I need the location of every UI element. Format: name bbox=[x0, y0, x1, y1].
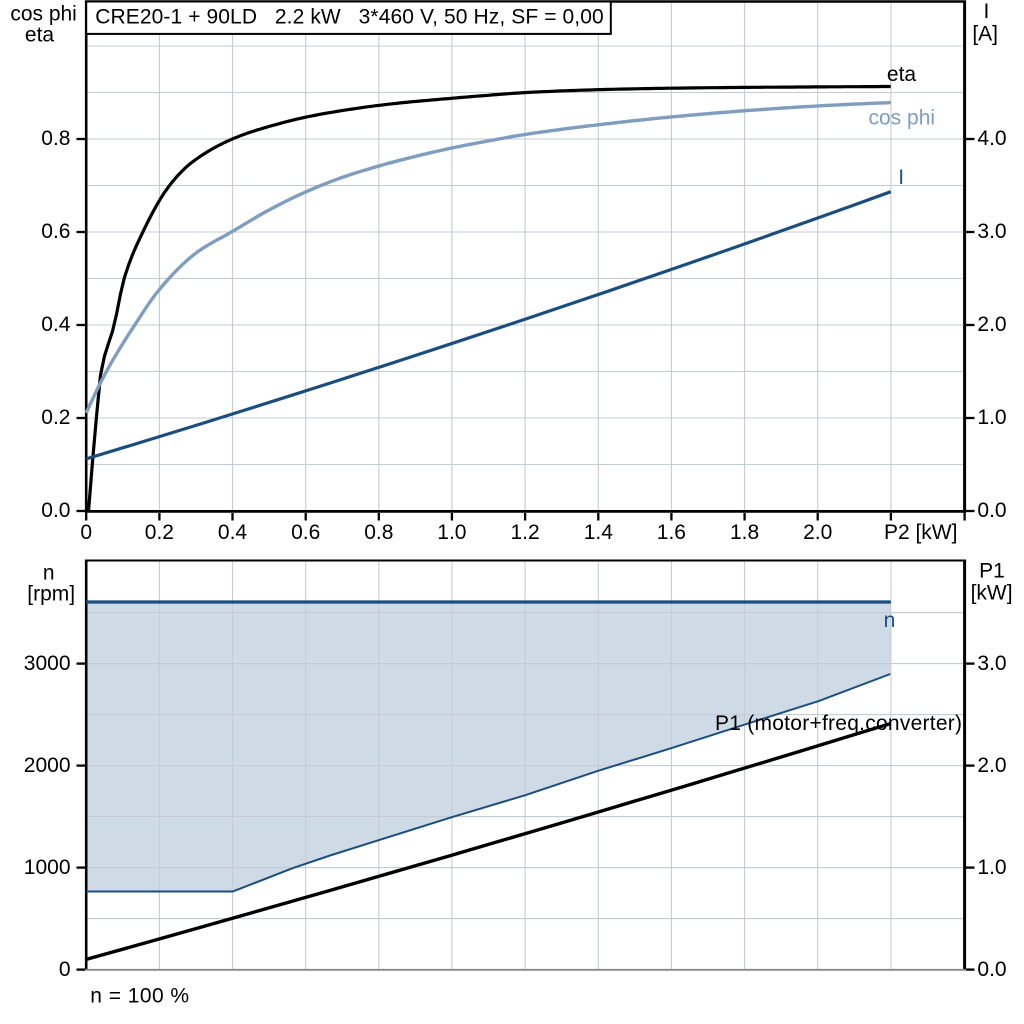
svg-text:0.4: 0.4 bbox=[218, 521, 248, 544]
svg-text:P1: P1 bbox=[979, 560, 1005, 583]
svg-text:n = 100 %: n = 100 % bbox=[90, 984, 189, 1007]
svg-text:0: 0 bbox=[59, 958, 71, 981]
svg-text:1.0: 1.0 bbox=[977, 406, 1006, 429]
svg-text:0.8: 0.8 bbox=[41, 127, 70, 150]
svg-text:P1 (motor+freq.converter): P1 (motor+freq.converter) bbox=[715, 712, 962, 735]
svg-text:0.2: 0.2 bbox=[41, 406, 70, 429]
svg-text:[kW]: [kW] bbox=[971, 582, 1013, 605]
svg-text:1000: 1000 bbox=[24, 856, 71, 879]
svg-text:[A]: [A] bbox=[972, 23, 998, 46]
svg-text:4.0: 4.0 bbox=[977, 127, 1006, 150]
svg-text:[rpm]: [rpm] bbox=[27, 583, 75, 606]
svg-text:2.0: 2.0 bbox=[803, 521, 832, 544]
svg-text:eta: eta bbox=[25, 24, 55, 47]
svg-text:1.0: 1.0 bbox=[437, 521, 466, 544]
svg-text:I: I bbox=[983, 0, 989, 23]
svg-text:cos phi: cos phi bbox=[869, 106, 936, 129]
svg-text:P2 [kW]: P2 [kW] bbox=[884, 521, 958, 544]
svg-text:0.0: 0.0 bbox=[977, 499, 1006, 522]
svg-text:cos phi: cos phi bbox=[10, 3, 77, 26]
svg-text:CRE20-1 + 90LD 2.2 kW 3*46: CRE20-1 + 90LD 2.2 kW 3*460 V, 50 Hz, SF… bbox=[95, 6, 604, 29]
svg-text:0.4: 0.4 bbox=[41, 313, 71, 336]
svg-text:0.2: 0.2 bbox=[145, 521, 174, 544]
svg-text:0: 0 bbox=[80, 521, 92, 544]
svg-text:1.6: 1.6 bbox=[657, 521, 686, 544]
svg-text:0.0: 0.0 bbox=[41, 499, 70, 522]
svg-text:1.8: 1.8 bbox=[730, 521, 759, 544]
svg-text:0.0: 0.0 bbox=[977, 958, 1006, 981]
svg-text:eta: eta bbox=[887, 63, 917, 86]
svg-text:3.0: 3.0 bbox=[977, 652, 1006, 675]
svg-text:0.8: 0.8 bbox=[364, 521, 393, 544]
svg-text:I: I bbox=[898, 166, 904, 189]
svg-text:1.2: 1.2 bbox=[510, 521, 539, 544]
svg-text:0.6: 0.6 bbox=[41, 220, 70, 243]
svg-text:1.4: 1.4 bbox=[584, 521, 614, 544]
svg-text:3.0: 3.0 bbox=[977, 220, 1006, 243]
svg-text:2000: 2000 bbox=[24, 754, 71, 777]
svg-text:0.6: 0.6 bbox=[291, 521, 320, 544]
svg-text:3000: 3000 bbox=[24, 652, 71, 675]
svg-text:2.0: 2.0 bbox=[977, 754, 1006, 777]
svg-text:n: n bbox=[43, 562, 55, 585]
svg-text:1.0: 1.0 bbox=[977, 856, 1006, 879]
svg-text:2.0: 2.0 bbox=[977, 313, 1006, 336]
svg-text:n: n bbox=[884, 609, 896, 632]
